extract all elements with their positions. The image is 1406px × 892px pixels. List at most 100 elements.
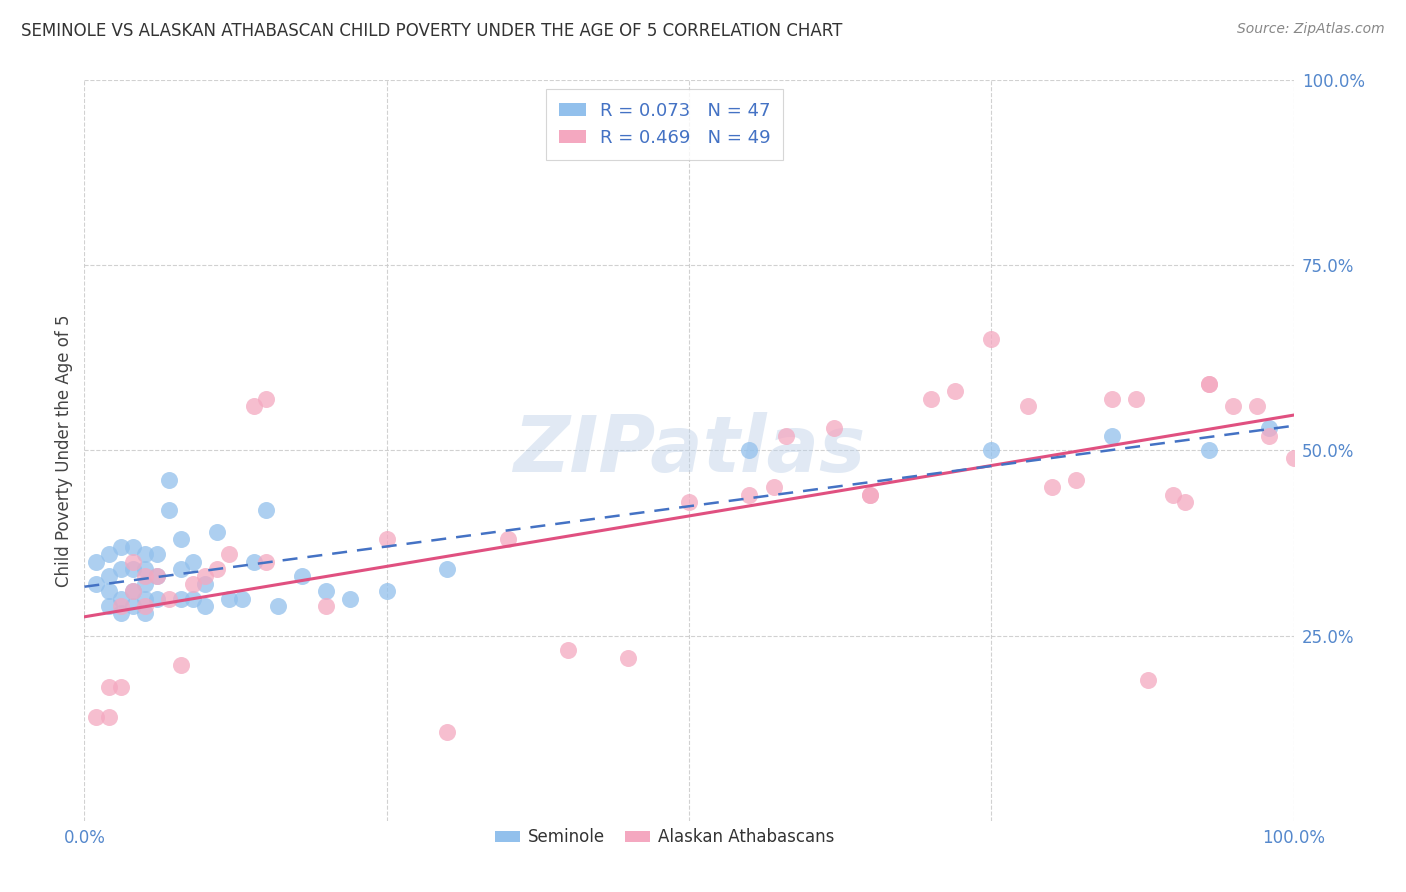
Point bbox=[943, 384, 966, 399]
Point bbox=[267, 599, 290, 613]
Text: ZIPatlas: ZIPatlas bbox=[513, 412, 865, 489]
Point bbox=[157, 591, 180, 606]
Point bbox=[134, 576, 156, 591]
Legend: Seminole, Alaskan Athabascans: Seminole, Alaskan Athabascans bbox=[488, 822, 842, 853]
Point bbox=[678, 495, 700, 509]
Point bbox=[242, 555, 264, 569]
Point bbox=[617, 650, 640, 665]
Point bbox=[194, 569, 217, 583]
Point bbox=[181, 591, 204, 606]
Point bbox=[1198, 443, 1220, 458]
Point bbox=[97, 569, 120, 583]
Point bbox=[134, 607, 156, 621]
Point bbox=[121, 584, 143, 599]
Point bbox=[1017, 399, 1039, 413]
Point bbox=[557, 643, 579, 657]
Point bbox=[1198, 376, 1220, 391]
Point bbox=[1064, 473, 1087, 487]
Point bbox=[134, 547, 156, 561]
Point bbox=[1198, 376, 1220, 391]
Point bbox=[496, 533, 519, 547]
Point bbox=[121, 562, 143, 576]
Point bbox=[134, 562, 156, 576]
Point bbox=[218, 591, 240, 606]
Point bbox=[1258, 428, 1281, 442]
Point bbox=[110, 599, 132, 613]
Point bbox=[207, 562, 229, 576]
Point bbox=[170, 591, 193, 606]
Point bbox=[97, 584, 120, 599]
Point bbox=[146, 547, 169, 561]
Point bbox=[121, 584, 143, 599]
Point bbox=[86, 555, 108, 569]
Point bbox=[194, 576, 217, 591]
Point bbox=[436, 562, 458, 576]
Point bbox=[859, 488, 882, 502]
Point bbox=[1282, 450, 1305, 465]
Point bbox=[291, 569, 314, 583]
Point bbox=[97, 681, 120, 695]
Point bbox=[254, 502, 277, 516]
Point bbox=[110, 681, 132, 695]
Point bbox=[254, 555, 277, 569]
Point bbox=[146, 591, 169, 606]
Point bbox=[231, 591, 253, 606]
Point bbox=[110, 562, 132, 576]
Point bbox=[110, 591, 132, 606]
Point bbox=[1125, 392, 1147, 406]
Point bbox=[1101, 392, 1123, 406]
Point bbox=[339, 591, 361, 606]
Point bbox=[980, 443, 1002, 458]
Point bbox=[1222, 399, 1244, 413]
Point bbox=[859, 488, 882, 502]
Point bbox=[254, 392, 277, 406]
Point bbox=[194, 599, 217, 613]
Point bbox=[762, 480, 785, 494]
Point bbox=[121, 540, 143, 554]
Point bbox=[170, 533, 193, 547]
Point bbox=[375, 584, 398, 599]
Point bbox=[315, 599, 337, 613]
Point bbox=[242, 399, 264, 413]
Point bbox=[97, 599, 120, 613]
Point bbox=[97, 710, 120, 724]
Point bbox=[146, 569, 169, 583]
Point bbox=[134, 591, 156, 606]
Point bbox=[207, 524, 229, 539]
Point bbox=[134, 599, 156, 613]
Point bbox=[110, 540, 132, 554]
Point bbox=[738, 488, 761, 502]
Point bbox=[1040, 480, 1063, 494]
Point bbox=[134, 569, 156, 583]
Point bbox=[121, 599, 143, 613]
Point bbox=[1101, 428, 1123, 442]
Point bbox=[157, 502, 180, 516]
Point bbox=[1161, 488, 1184, 502]
Point bbox=[775, 428, 797, 442]
Point bbox=[170, 658, 193, 673]
Point bbox=[436, 724, 458, 739]
Point bbox=[121, 555, 143, 569]
Point bbox=[218, 547, 240, 561]
Point bbox=[823, 421, 845, 435]
Point bbox=[86, 576, 108, 591]
Point bbox=[980, 332, 1002, 346]
Point bbox=[1258, 421, 1281, 435]
Point bbox=[110, 607, 132, 621]
Point bbox=[375, 533, 398, 547]
Text: Source: ZipAtlas.com: Source: ZipAtlas.com bbox=[1237, 22, 1385, 37]
Point bbox=[170, 562, 193, 576]
Point bbox=[738, 443, 761, 458]
Point bbox=[181, 576, 204, 591]
Point bbox=[97, 547, 120, 561]
Point bbox=[920, 392, 942, 406]
Point bbox=[315, 584, 337, 599]
Point bbox=[1174, 495, 1197, 509]
Text: SEMINOLE VS ALASKAN ATHABASCAN CHILD POVERTY UNDER THE AGE OF 5 CORRELATION CHAR: SEMINOLE VS ALASKAN ATHABASCAN CHILD POV… bbox=[21, 22, 842, 40]
Y-axis label: Child Poverty Under the Age of 5: Child Poverty Under the Age of 5 bbox=[55, 314, 73, 587]
Point bbox=[146, 569, 169, 583]
Point bbox=[181, 555, 204, 569]
Point bbox=[157, 473, 180, 487]
Point bbox=[1246, 399, 1268, 413]
Point bbox=[86, 710, 108, 724]
